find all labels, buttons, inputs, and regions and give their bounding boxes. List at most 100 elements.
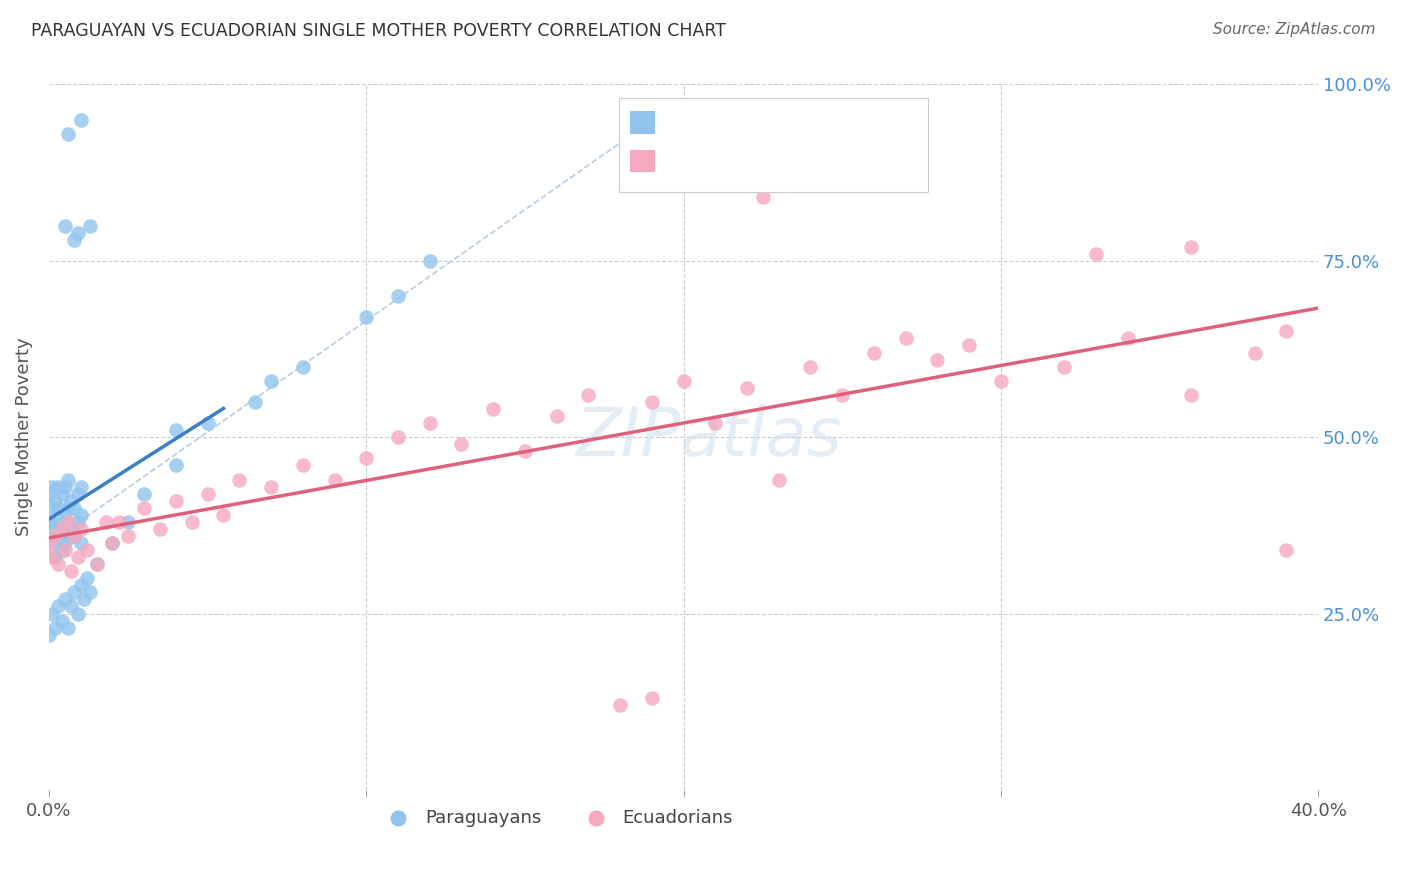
Point — [63, 233, 86, 247]
Point — [831, 388, 853, 402]
Point — [546, 409, 568, 423]
Point — [86, 557, 108, 571]
Point — [41, 536, 63, 550]
Point — [1275, 324, 1298, 338]
Text: Source: ZipAtlas.com: Source: ZipAtlas.com — [1212, 22, 1375, 37]
Point — [69, 508, 91, 522]
Point — [63, 529, 86, 543]
Point — [117, 515, 139, 529]
Point — [69, 578, 91, 592]
Text: R =: R = — [662, 153, 702, 170]
Text: PARAGUAYAN VS ECUADORIAN SINGLE MOTHER POVERTY CORRELATION CHART: PARAGUAYAN VS ECUADORIAN SINGLE MOTHER P… — [31, 22, 725, 40]
Point — [44, 529, 66, 543]
Point — [387, 430, 409, 444]
Point — [73, 592, 96, 607]
Point — [51, 522, 73, 536]
Point — [149, 522, 172, 536]
Point — [260, 479, 283, 493]
Point — [863, 345, 886, 359]
Point — [245, 395, 267, 409]
Point — [894, 331, 917, 345]
Point — [69, 522, 91, 536]
Point — [291, 458, 314, 473]
Point — [107, 515, 129, 529]
Point — [957, 338, 980, 352]
Point — [69, 536, 91, 550]
Point — [212, 508, 235, 522]
Point — [197, 416, 219, 430]
Point — [799, 359, 821, 374]
Point — [79, 219, 101, 233]
Point — [1180, 240, 1202, 254]
Point — [48, 529, 70, 543]
Point — [576, 388, 599, 402]
Point — [1243, 345, 1265, 359]
Point — [76, 543, 98, 558]
Point — [228, 473, 250, 487]
Point — [38, 628, 60, 642]
Point — [56, 621, 79, 635]
Point — [94, 515, 117, 529]
Point — [165, 423, 187, 437]
Legend: Paraguayans, Ecuadorians: Paraguayans, Ecuadorians — [373, 801, 741, 834]
Point — [1053, 359, 1076, 374]
Point — [1180, 388, 1202, 402]
Point — [41, 500, 63, 515]
Point — [63, 500, 86, 515]
Point — [76, 571, 98, 585]
Point — [165, 458, 187, 473]
Point — [66, 486, 89, 500]
Point — [60, 522, 83, 536]
Point — [513, 444, 536, 458]
Point — [53, 479, 76, 493]
Point — [48, 479, 70, 493]
Point — [63, 529, 86, 543]
Point — [69, 112, 91, 127]
Point — [66, 226, 89, 240]
Point — [768, 473, 790, 487]
Point — [53, 592, 76, 607]
Point — [60, 493, 83, 508]
Point — [482, 401, 505, 416]
Point — [38, 536, 60, 550]
Point — [134, 500, 156, 515]
Point — [41, 607, 63, 621]
Point — [41, 479, 63, 493]
Point — [990, 374, 1012, 388]
Text: R =: R = — [662, 114, 702, 132]
Point — [419, 253, 441, 268]
Text: 57: 57 — [785, 113, 811, 133]
Point — [66, 515, 89, 529]
Point — [60, 599, 83, 614]
Point — [672, 374, 695, 388]
Text: 0.554: 0.554 — [697, 153, 754, 170]
Text: N =: N = — [754, 114, 793, 132]
Point — [53, 219, 76, 233]
Point — [165, 493, 187, 508]
Point — [69, 479, 91, 493]
Point — [356, 451, 378, 466]
Point — [752, 190, 775, 204]
Point — [1275, 543, 1298, 558]
Point — [38, 486, 60, 500]
Point — [51, 614, 73, 628]
Point — [704, 416, 727, 430]
Point — [44, 621, 66, 635]
Point — [117, 529, 139, 543]
Point — [48, 500, 70, 515]
Point — [48, 599, 70, 614]
Point — [609, 698, 631, 713]
Point — [63, 585, 86, 599]
Point — [51, 543, 73, 558]
Point — [53, 543, 76, 558]
Point — [56, 473, 79, 487]
Point — [41, 515, 63, 529]
Point — [51, 486, 73, 500]
Point — [387, 289, 409, 303]
Point — [38, 515, 60, 529]
Point — [323, 473, 346, 487]
Point — [86, 557, 108, 571]
Point — [60, 564, 83, 578]
Point — [44, 550, 66, 565]
Point — [44, 522, 66, 536]
